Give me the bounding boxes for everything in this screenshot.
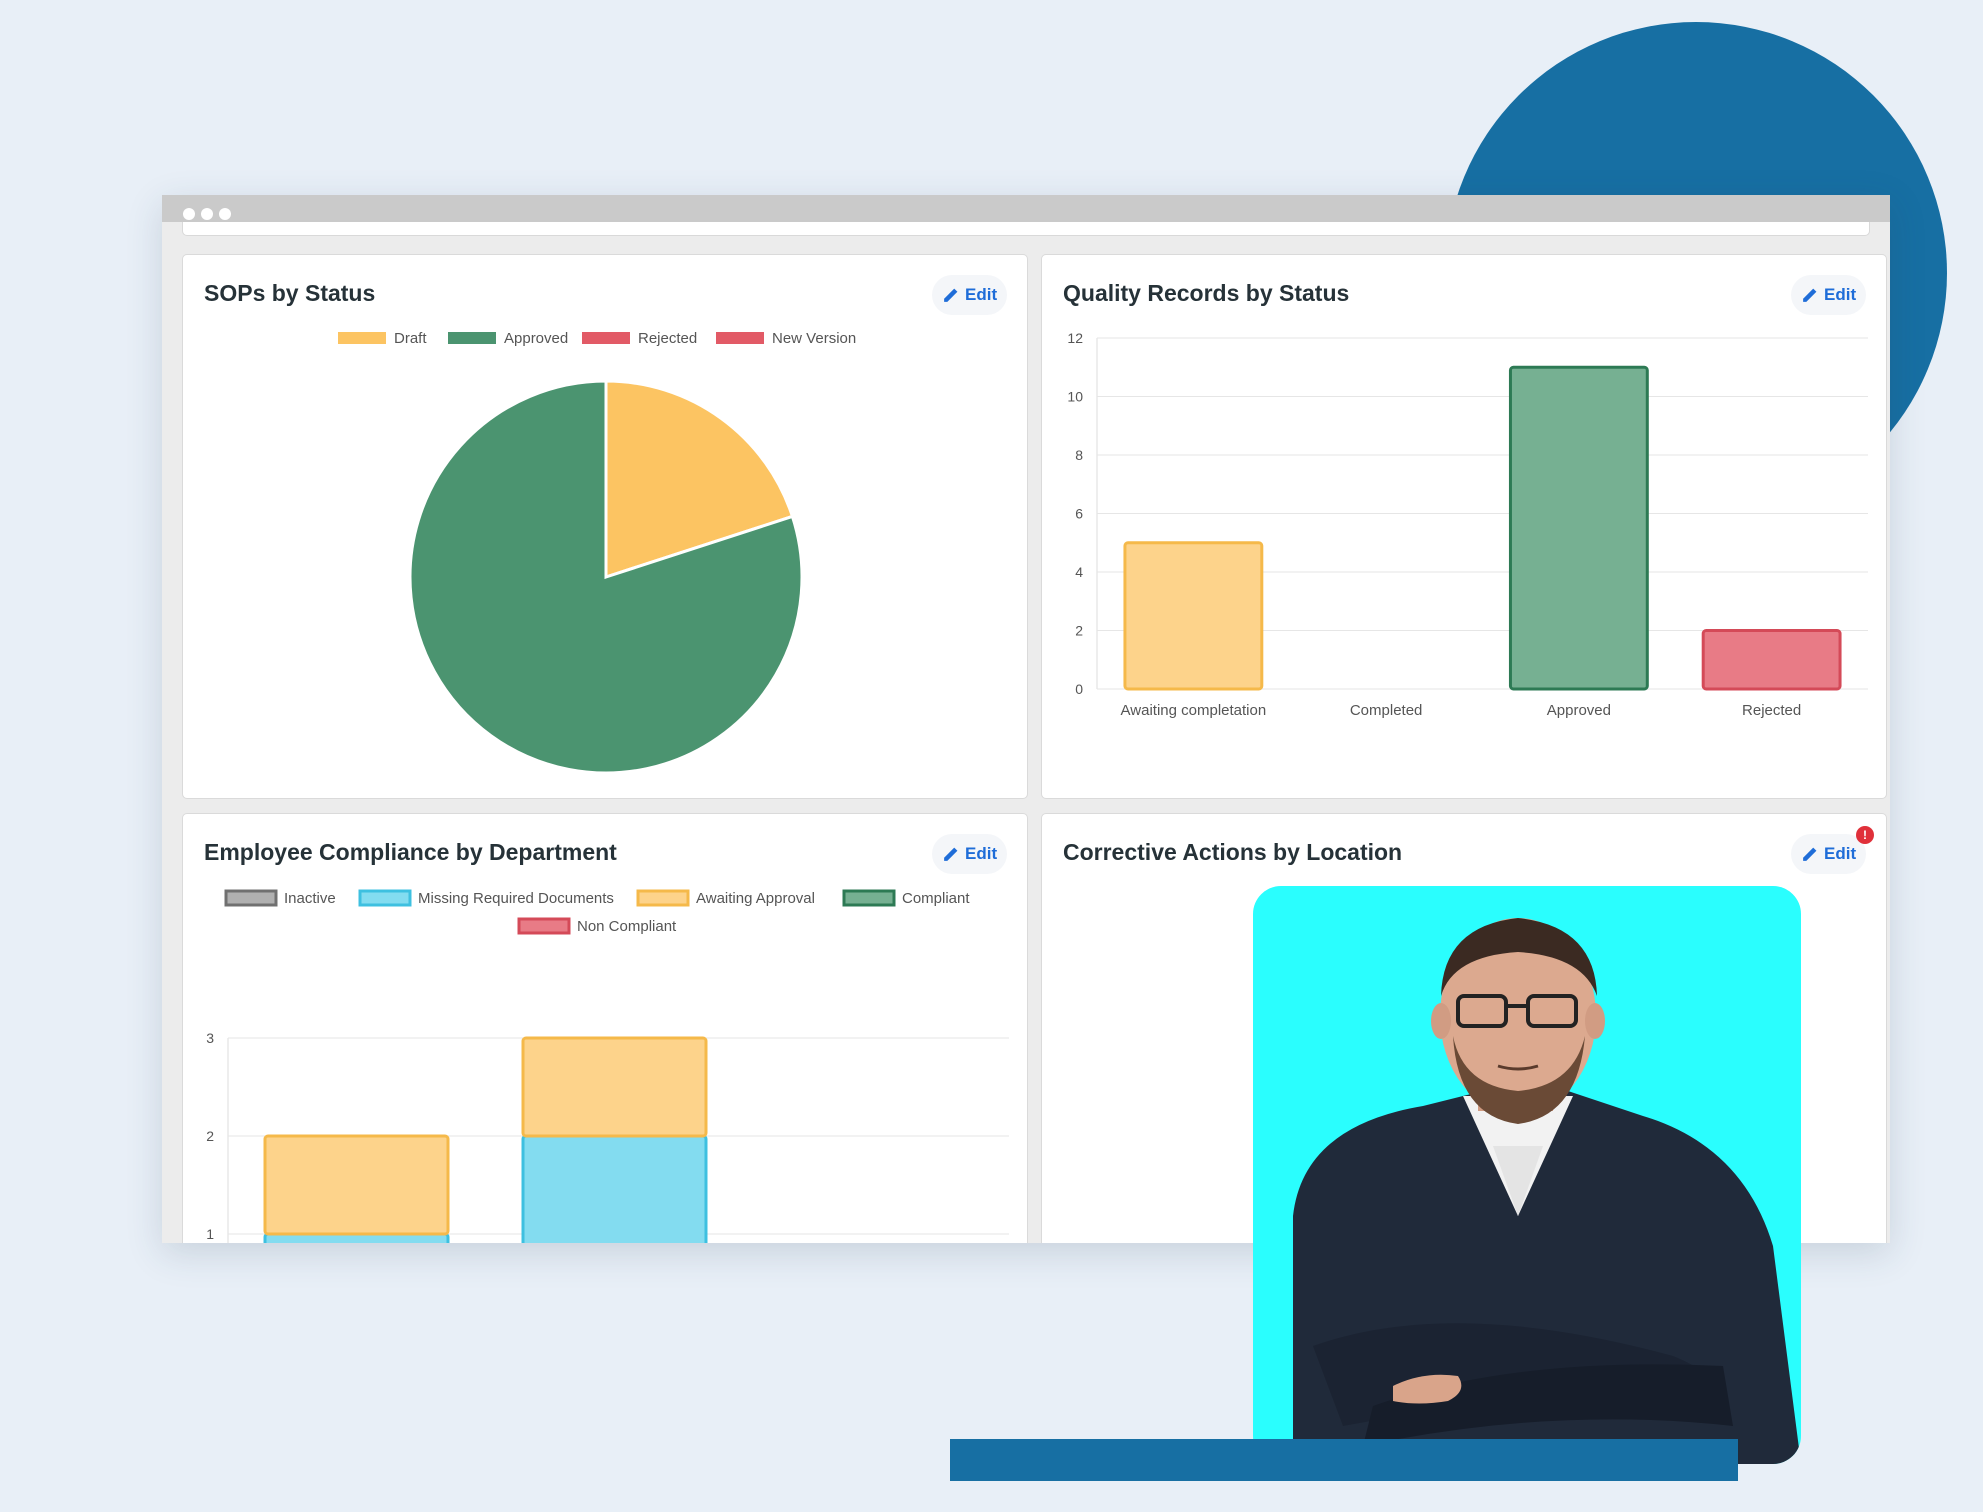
legend-swatch (338, 332, 386, 344)
top-card-strip (182, 222, 1870, 236)
decorative-bar (950, 1439, 1738, 1481)
pencil-icon (944, 847, 958, 861)
window-control-dot[interactable] (201, 208, 213, 220)
legend-label: Awaiting Approval (696, 890, 815, 907)
pencil-icon (1803, 288, 1817, 302)
y-tick-label: 0 (1075, 681, 1083, 697)
edit-button[interactable]: Edit (1791, 834, 1867, 874)
sops-pie-chart: Draft Approved Rejected New Version (338, 330, 856, 775)
legend-label: Non Compliant (577, 918, 677, 935)
edit-label: Edit (965, 285, 998, 304)
card-title: Corrective Actions by Location (1063, 839, 1403, 865)
x-tick-label: Rejected (1742, 702, 1801, 719)
edit-button[interactable]: Edit (932, 275, 1008, 315)
window-control-dot[interactable] (219, 208, 231, 220)
legend-label: Draft (394, 330, 427, 347)
edit-label: Edit (1824, 285, 1857, 304)
legend-label: Approved (504, 330, 568, 347)
legend-swatch (636, 889, 690, 907)
bar-segment-awaiting-approval (263, 1134, 450, 1236)
legend-swatch (448, 332, 496, 344)
bar-segment-awaiting-approval (521, 1036, 708, 1138)
legend-label: Rejected (638, 330, 697, 347)
legend-swatch (582, 332, 630, 344)
legend-swatch (716, 332, 764, 344)
x-tick-label: Approved (1547, 702, 1611, 719)
x-tick-label: Awaiting completation (1121, 702, 1267, 719)
person-photo (1253, 886, 1801, 1464)
card-title: SOPs by Status (204, 280, 376, 306)
edit-label: Edit (1824, 844, 1857, 863)
legend-label: Inactive (284, 890, 336, 907)
legend-swatch (358, 889, 412, 907)
pie-slice-draft (604, 379, 795, 580)
edit-label: Edit (965, 844, 998, 863)
employee-stacked-bar-chart: Inactive Missing Required Documents Awaiti… (206, 889, 1009, 1243)
y-tick-label: 4 (1075, 564, 1083, 580)
window-titlebar (162, 195, 1890, 222)
bar-rejected (1701, 629, 1842, 691)
legend-label: Missing Required Documents (418, 890, 614, 907)
window-control-dot[interactable] (183, 208, 195, 220)
pie-slice-approved (408, 379, 804, 775)
legend-swatch (517, 917, 571, 935)
sops-card: SOPs by Status Edit Draft Approved Rejecte… (182, 254, 1028, 799)
bar-approved (1508, 365, 1649, 691)
bar-awaiting-completation (1123, 541, 1264, 691)
pencil-icon (944, 288, 958, 302)
y-tick-label: 2 (1075, 623, 1083, 639)
y-tick-label: 10 (1067, 389, 1083, 405)
y-tick-label: 12 (1067, 330, 1083, 346)
card-title: Employee Compliance by Department (204, 839, 617, 865)
edit-button[interactable]: Edit (1791, 275, 1867, 315)
person-illustration (1293, 918, 1801, 1464)
pencil-icon (1803, 847, 1817, 861)
legend-swatch (842, 889, 896, 907)
y-tick-label: 2 (206, 1128, 214, 1144)
y-tick-label: 8 (1075, 447, 1083, 463)
legend-label: Compliant (902, 890, 970, 907)
y-tick-label: 6 (1075, 506, 1083, 522)
legend-label: New Version (772, 330, 856, 347)
edit-button[interactable]: Edit (932, 834, 1008, 874)
quality-bar-chart: 0 2 4 6 8 10 12 Awaiting completation Completed A… (1067, 330, 1868, 719)
legend-swatch (224, 889, 278, 907)
quality-card: Quality Records by Status Edit 0 2 4 6 8 10 12… (1041, 254, 1887, 799)
employee-card: Employee Compliance by Department Edit I… (182, 813, 1028, 1243)
y-tick-label: 1 (206, 1226, 214, 1242)
x-tick-label: Completed (1350, 702, 1423, 719)
bar-segment-missing-required-documents (521, 1134, 708, 1243)
alert-badge: ! (1856, 826, 1874, 844)
card-title: Quality Records by Status (1063, 280, 1350, 306)
y-tick-label: 3 (206, 1030, 214, 1046)
